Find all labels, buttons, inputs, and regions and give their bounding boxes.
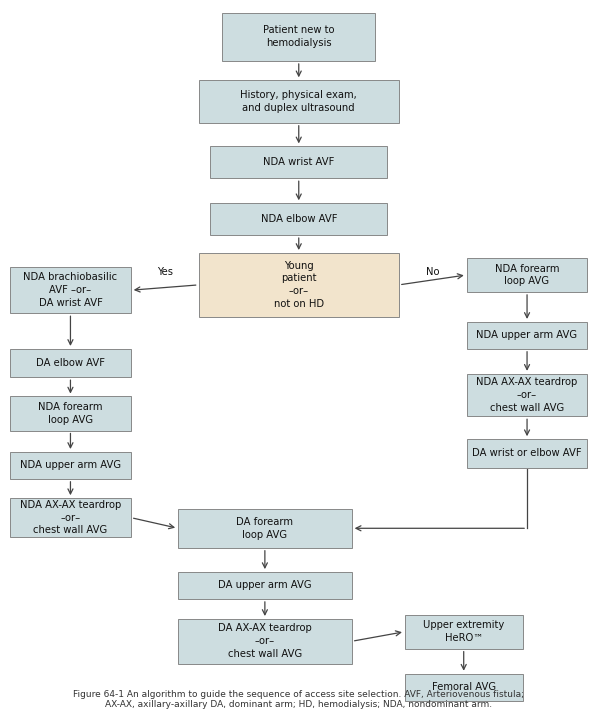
FancyBboxPatch shape — [178, 509, 352, 548]
FancyBboxPatch shape — [222, 13, 376, 61]
FancyBboxPatch shape — [10, 349, 131, 377]
Text: DA upper arm AVG: DA upper arm AVG — [218, 580, 311, 590]
Text: DA AX-AX teardrop
–or–
chest wall AVG: DA AX-AX teardrop –or– chest wall AVG — [218, 623, 312, 659]
FancyBboxPatch shape — [467, 374, 587, 416]
FancyBboxPatch shape — [178, 572, 352, 599]
FancyBboxPatch shape — [467, 322, 587, 349]
Text: Patient new to
hemodialysis: Patient new to hemodialysis — [263, 25, 335, 48]
Text: NDA elbow AVF: NDA elbow AVF — [260, 214, 337, 224]
FancyBboxPatch shape — [199, 81, 399, 123]
Text: Young
patient
–or–
not on HD: Young patient –or– not on HD — [274, 261, 324, 309]
Text: No: No — [426, 267, 440, 277]
Text: NDA AX-AX teardrop
–or–
chest wall AVG: NDA AX-AX teardrop –or– chest wall AVG — [476, 377, 578, 413]
FancyBboxPatch shape — [211, 203, 387, 235]
Text: NDA wrist AVF: NDA wrist AVF — [263, 157, 334, 168]
FancyBboxPatch shape — [211, 146, 387, 178]
FancyBboxPatch shape — [178, 619, 352, 664]
FancyBboxPatch shape — [405, 615, 523, 649]
Text: NDA forearm
loop AVG: NDA forearm loop AVG — [495, 264, 559, 286]
Text: Upper extremity
HeRO™: Upper extremity HeRO™ — [423, 620, 505, 643]
Text: DA elbow AVF: DA elbow AVF — [36, 358, 105, 368]
FancyBboxPatch shape — [467, 258, 587, 292]
Text: History, physical exam,
and duplex ultrasound: History, physical exam, and duplex ultra… — [241, 90, 357, 113]
Text: Femoral AVG: Femoral AVG — [431, 682, 496, 692]
Text: NDA forearm
loop AVG: NDA forearm loop AVG — [38, 402, 103, 425]
Text: NDA AX-AX teardrop
–or–
chest wall AVG: NDA AX-AX teardrop –or– chest wall AVG — [20, 500, 121, 536]
Text: NDA brachiobasilic
AVF –or–
DA wrist AVF: NDA brachiobasilic AVF –or– DA wrist AVF — [23, 273, 118, 308]
Text: DA forearm
loop AVG: DA forearm loop AVG — [236, 517, 293, 540]
FancyBboxPatch shape — [199, 253, 399, 317]
FancyBboxPatch shape — [10, 267, 131, 313]
FancyBboxPatch shape — [10, 452, 131, 479]
FancyBboxPatch shape — [467, 439, 587, 467]
Text: NDA upper arm AVG: NDA upper arm AVG — [476, 330, 578, 340]
Text: NDA upper arm AVG: NDA upper arm AVG — [20, 460, 121, 470]
FancyBboxPatch shape — [10, 396, 131, 431]
Text: Figure 64-1 An algorithm to guide the sequence of access site selection. AVF, Ar: Figure 64-1 An algorithm to guide the se… — [73, 690, 524, 709]
Text: DA wrist or elbow AVF: DA wrist or elbow AVF — [472, 449, 582, 458]
FancyBboxPatch shape — [405, 674, 523, 700]
Text: Yes: Yes — [157, 267, 173, 277]
FancyBboxPatch shape — [10, 498, 131, 537]
